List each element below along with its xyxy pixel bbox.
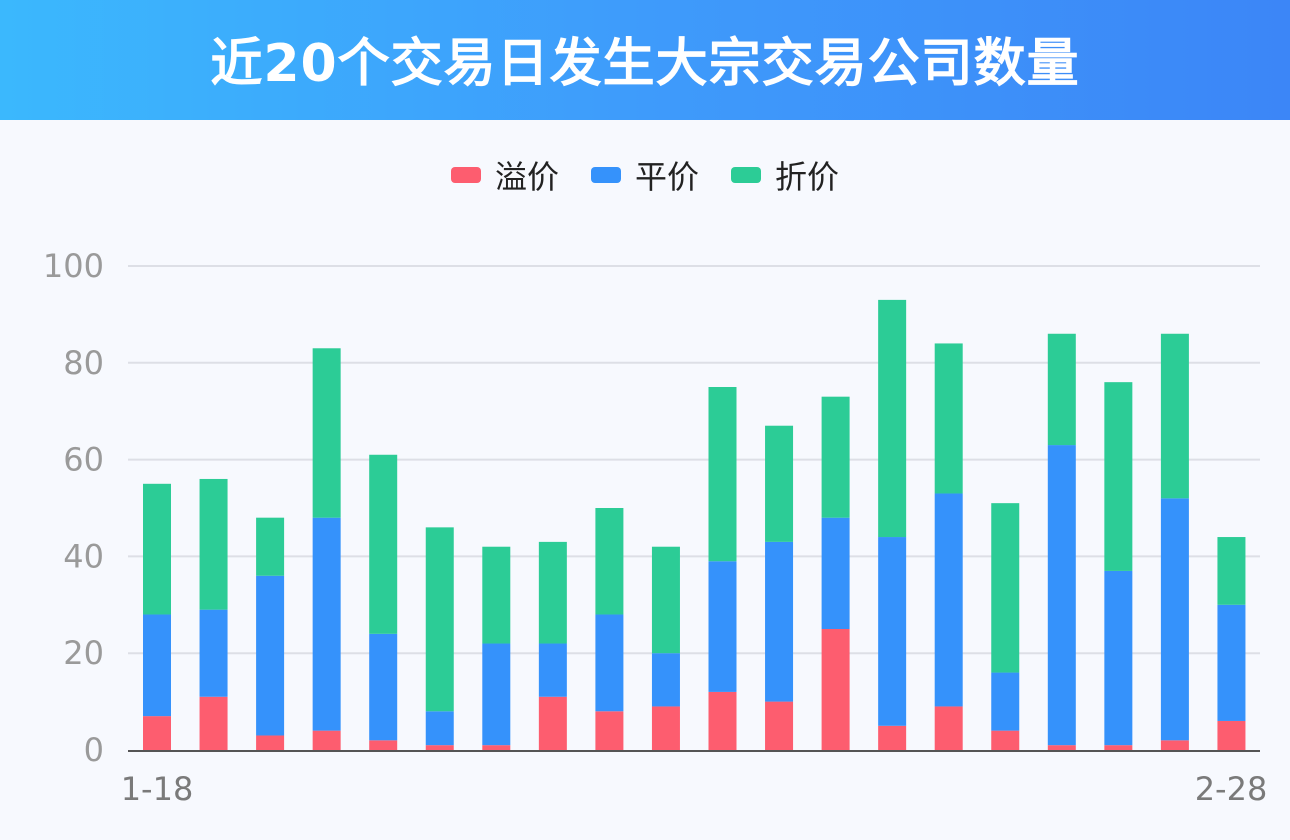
- chart-title: 近20个交易日发生大宗交易公司数量: [210, 33, 1080, 94]
- y-tick-label: 0: [84, 731, 104, 769]
- bar-segment-premium-20[interactable]: [1217, 720, 1246, 750]
- x-tick-last: 2-28: [1195, 770, 1268, 808]
- bar-segment-premium-5[interactable]: [369, 740, 398, 750]
- bar-segment-parity-12[interactable]: [765, 541, 794, 702]
- y-tick-label: 20: [63, 634, 104, 672]
- bar-segment-parity-19[interactable]: [1160, 498, 1189, 741]
- bar-segment-discount-16[interactable]: [991, 503, 1020, 673]
- bar-segment-discount-20[interactable]: [1217, 537, 1246, 605]
- bar-segment-premium-10[interactable]: [651, 706, 680, 750]
- legend-swatch-premium: [450, 167, 481, 183]
- bar-segment-discount-9[interactable]: [595, 508, 624, 615]
- bar-segment-parity-2[interactable]: [199, 609, 228, 697]
- legend-item-parity[interactable]: 平价: [590, 152, 699, 198]
- legend-swatch-parity: [590, 167, 621, 183]
- legend-label-premium: 溢价: [494, 158, 559, 196]
- legend-item-discount[interactable]: 折价: [731, 152, 839, 198]
- bar-segment-premium-18[interactable]: [1104, 745, 1133, 750]
- bar-segment-premium-17[interactable]: [1047, 745, 1076, 750]
- legend-label-parity: 平价: [634, 158, 699, 196]
- legend-item-premium[interactable]: 溢价: [450, 152, 559, 198]
- bar-segment-parity-18[interactable]: [1104, 570, 1133, 746]
- bar-segment-parity-5[interactable]: [369, 633, 398, 741]
- bar-segment-parity-6[interactable]: [425, 711, 454, 746]
- y-tick-label: 40: [63, 537, 104, 575]
- bar-segment-parity-7[interactable]: [482, 643, 511, 746]
- y-tick-label: 100: [43, 247, 104, 285]
- bar-segment-discount-8[interactable]: [538, 541, 567, 644]
- bar-segment-premium-19[interactable]: [1160, 740, 1189, 750]
- bar-segment-premium-15[interactable]: [934, 706, 963, 750]
- x-tick-first: 1-18: [121, 770, 194, 808]
- bar-segment-discount-17[interactable]: [1047, 333, 1076, 446]
- gridlines: [128, 265, 1260, 655]
- bar-segment-premium-14[interactable]: [878, 725, 907, 750]
- bar-segment-parity-10[interactable]: [651, 653, 680, 707]
- bar-segment-discount-15[interactable]: [934, 343, 963, 494]
- bar-segment-parity-4[interactable]: [312, 517, 341, 731]
- bar-segment-discount-6[interactable]: [425, 527, 454, 712]
- bar-segment-parity-8[interactable]: [538, 643, 567, 697]
- bar-segment-discount-7[interactable]: [482, 546, 511, 644]
- bar-segment-discount-19[interactable]: [1160, 333, 1189, 499]
- bar-segment-parity-17[interactable]: [1047, 445, 1076, 746]
- bar-segment-parity-9[interactable]: [595, 614, 624, 712]
- bar-segment-discount-11[interactable]: [708, 387, 737, 562]
- bar-segment-premium-1[interactable]: [143, 716, 171, 750]
- bar-segment-premium-7[interactable]: [482, 745, 511, 750]
- bar-segment-discount-2[interactable]: [199, 478, 228, 610]
- bar-segment-parity-13[interactable]: [821, 517, 850, 629]
- bar-segment-parity-20[interactable]: [1217, 604, 1246, 721]
- bars: [143, 299, 1246, 750]
- bar-segment-discount-13[interactable]: [821, 396, 850, 518]
- bar-segment-parity-11[interactable]: [708, 561, 737, 692]
- bar-segment-premium-8[interactable]: [538, 696, 567, 750]
- bar-segment-premium-3[interactable]: [256, 735, 285, 750]
- bar-segment-discount-18[interactable]: [1104, 382, 1133, 571]
- bar-segment-premium-11[interactable]: [708, 691, 737, 750]
- y-axis-ticks: 0 20 40 60 80 100: [43, 247, 104, 769]
- y-tick-label: 80: [63, 344, 104, 382]
- bar-segment-discount-14[interactable]: [878, 299, 907, 538]
- bar-segment-parity-3[interactable]: [256, 575, 285, 736]
- bar-segment-premium-9[interactable]: [595, 711, 624, 750]
- bar-segment-premium-2[interactable]: [199, 696, 228, 750]
- bar-segment-discount-4[interactable]: [312, 348, 341, 518]
- bar-segment-discount-3[interactable]: [256, 517, 285, 576]
- legend-label-discount: 折价: [775, 158, 840, 196]
- bar-segment-premium-4[interactable]: [312, 730, 341, 750]
- bar-segment-discount-1[interactable]: [143, 483, 171, 615]
- bar-segment-parity-14[interactable]: [878, 537, 907, 726]
- y-tick-label: 60: [63, 441, 104, 479]
- bar-segment-discount-12[interactable]: [765, 425, 794, 542]
- bar-segment-parity-15[interactable]: [934, 493, 963, 707]
- bar-segment-discount-10[interactable]: [651, 546, 680, 654]
- bar-segment-premium-12[interactable]: [765, 701, 794, 750]
- bar-segment-parity-1[interactable]: [143, 614, 171, 717]
- bar-segment-premium-13[interactable]: [821, 629, 850, 750]
- bar-segment-premium-16[interactable]: [991, 730, 1020, 750]
- bar-segment-parity-16[interactable]: [991, 672, 1020, 731]
- legend: 溢价 平价 折价: [0, 152, 1290, 198]
- title-banner: 近20个交易日发生大宗交易公司数量: [0, 0, 1290, 120]
- bar-segment-discount-5[interactable]: [369, 454, 398, 634]
- legend-swatch-discount: [731, 167, 761, 183]
- bar-segment-premium-6[interactable]: [425, 745, 454, 750]
